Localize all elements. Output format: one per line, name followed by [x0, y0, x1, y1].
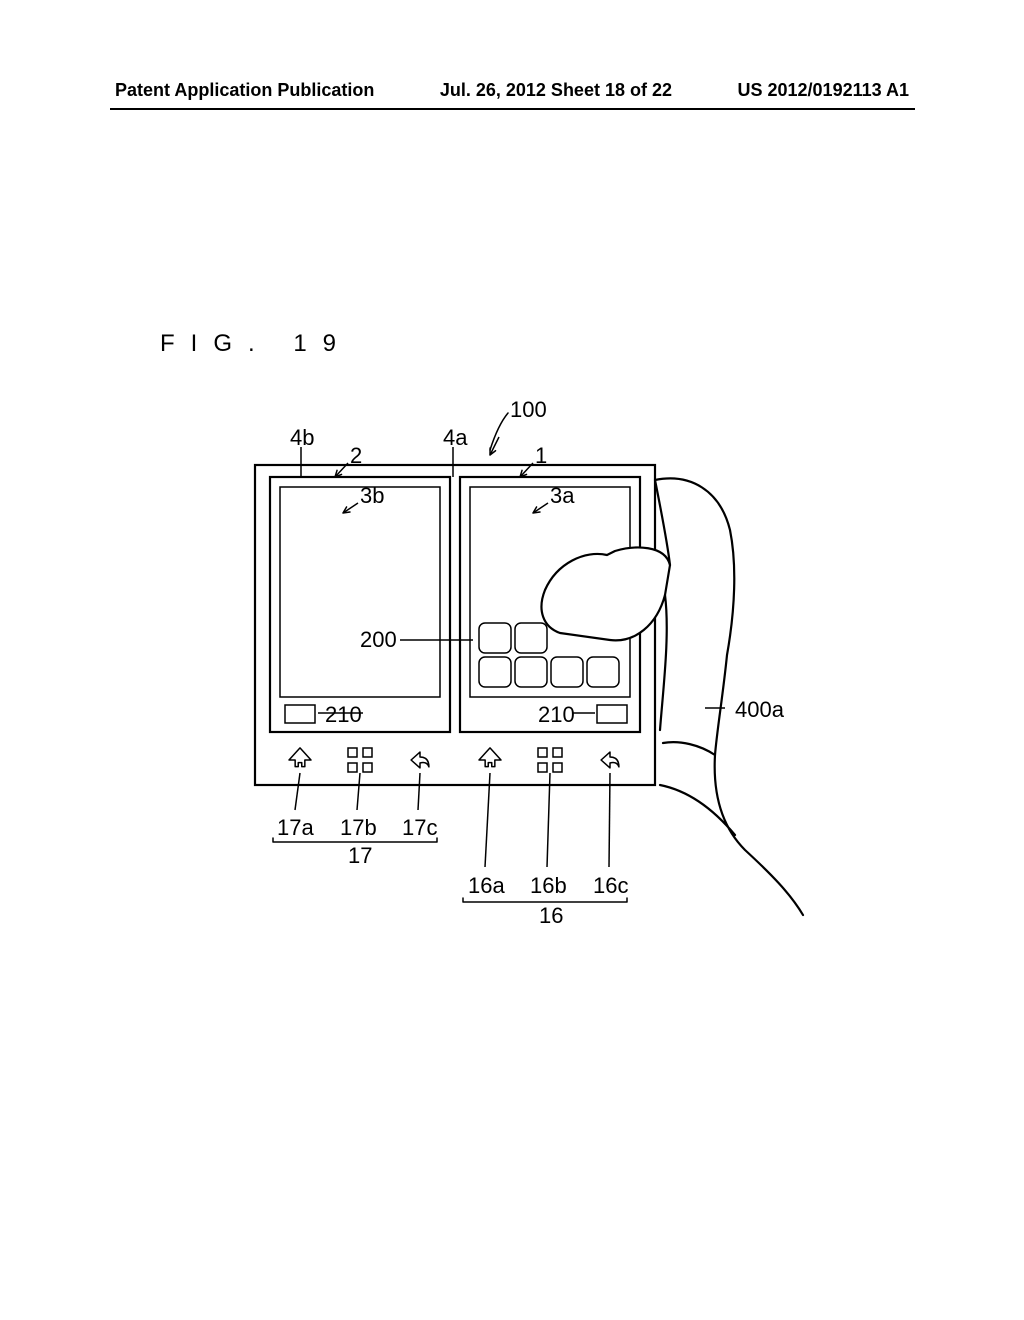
label-210-right: 210 — [538, 702, 575, 728]
label-17a: 17a — [277, 815, 314, 841]
figure-label: FIG. 19 — [160, 330, 352, 358]
label-16c: 16c — [593, 873, 628, 899]
label-4b: 4b — [290, 425, 314, 451]
label-2: 2 — [350, 443, 362, 469]
header-center: Jul. 26, 2012 Sheet 18 of 22 — [440, 80, 672, 101]
figure-svg — [215, 395, 855, 935]
label-400a: 400a — [735, 697, 784, 723]
label-16b: 16b — [530, 873, 567, 899]
label-16a: 16a — [468, 873, 505, 899]
label-3a: 3a — [550, 483, 574, 509]
label-17: 17 — [348, 843, 372, 869]
label-3b: 3b — [360, 483, 384, 509]
label-100: 100 — [510, 397, 547, 423]
patent-figure: 100 4b 4a 2 1 3b 3a 200 210 210 400a 17a… — [215, 395, 855, 935]
label-210-left: 210 — [325, 702, 362, 728]
label-17c: 17c — [402, 815, 437, 841]
label-4a: 4a — [443, 425, 467, 451]
header-left: Patent Application Publication — [115, 80, 374, 101]
label-16: 16 — [539, 903, 563, 929]
label-1: 1 — [535, 443, 547, 469]
header-rule — [110, 108, 915, 110]
header-right: US 2012/0192113 A1 — [738, 80, 909, 101]
label-17b: 17b — [340, 815, 377, 841]
label-200: 200 — [360, 627, 397, 653]
